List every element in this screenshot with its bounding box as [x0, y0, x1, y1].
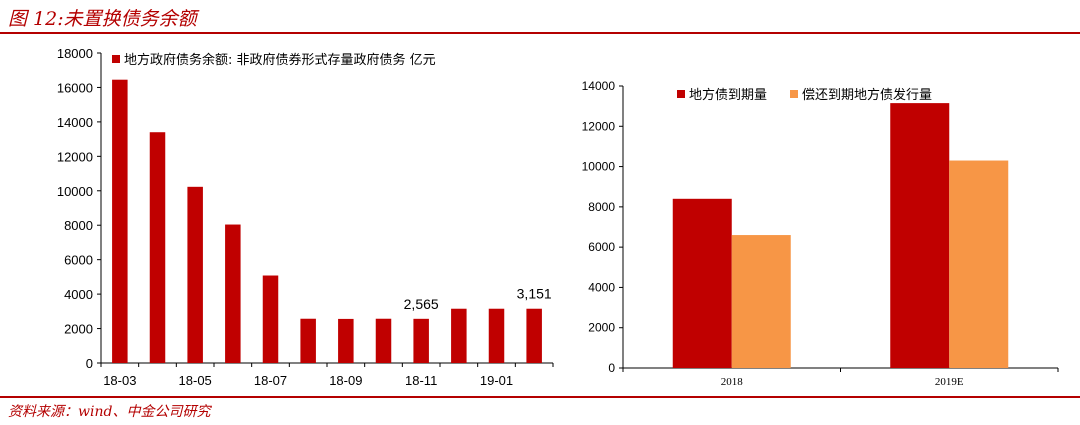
right-chart: 0 2000 4000 6000 8000 10000 12000 14000 2018 2019…	[582, 79, 1059, 388]
left-chart: 0 2000 4000 6000 8000 10000 12000 14000 16000 180…	[57, 46, 554, 388]
bar	[451, 308, 467, 363]
x-tick-label: 2018	[721, 376, 744, 388]
bar	[375, 318, 392, 363]
y-tick-label: 18000	[57, 46, 93, 61]
legend-label: 偿还到期地方债发行量	[802, 87, 932, 103]
bar	[526, 308, 542, 363]
y-tick-label: 2000	[588, 321, 615, 335]
y-tick-label: 2000	[64, 322, 93, 337]
bar	[225, 224, 241, 363]
x-tick-label: 18-09	[329, 373, 362, 388]
y-tick-label: 14000	[582, 79, 616, 93]
bottom-rule	[0, 396, 1080, 398]
x-tick-label: 2019E	[935, 376, 964, 388]
figure-title: 图 12:未置换债务余额	[8, 8, 197, 30]
y-tick-label: 0	[86, 356, 93, 371]
bar	[890, 103, 950, 368]
y-tick-label: 10000	[57, 184, 93, 199]
y-tick-label: 6000	[64, 253, 93, 268]
bar	[112, 79, 128, 363]
x-tick-label: 18-05	[179, 373, 212, 388]
data-label: 3,151	[517, 286, 552, 302]
y-tick-label: 8000	[588, 200, 615, 214]
bar	[413, 318, 429, 363]
bar	[149, 132, 166, 363]
y-tick-label: 8000	[64, 218, 93, 233]
legend-swatch	[112, 55, 120, 63]
y-tick-label: 12000	[57, 149, 93, 164]
bar	[338, 318, 354, 363]
legend-swatch	[677, 90, 685, 98]
legend-swatch	[790, 90, 798, 98]
y-tick-label: 4000	[588, 280, 615, 294]
y-tick-label: 6000	[588, 240, 615, 254]
x-tick-label: 18-11	[405, 373, 437, 388]
source-note: 资料来源：wind、中金公司研究	[8, 404, 211, 420]
y-tick-label: 10000	[582, 160, 616, 174]
top-rule	[0, 32, 1080, 34]
bar	[300, 318, 316, 363]
y-tick-label: 0	[608, 361, 615, 375]
y-tick-label: 12000	[582, 119, 616, 133]
legend-label: 地方债到期量	[689, 87, 767, 103]
y-tick-label: 14000	[57, 115, 93, 130]
bar	[488, 308, 505, 363]
x-tick-label: 19-01	[480, 373, 513, 388]
y-tick-label: 16000	[57, 80, 93, 95]
data-label: 2,565	[404, 296, 439, 312]
y-tick-label: 4000	[64, 287, 93, 302]
bar	[672, 198, 732, 368]
legend-label: 地方政府债务余额: 非政府债券形式存量政府债务 亿元	[124, 52, 436, 68]
x-tick-label: 18-07	[254, 373, 287, 388]
bar	[187, 186, 203, 363]
x-tick-label: 18-03	[103, 373, 136, 388]
bar	[262, 275, 279, 363]
bar	[731, 235, 791, 368]
bar	[949, 160, 1009, 368]
